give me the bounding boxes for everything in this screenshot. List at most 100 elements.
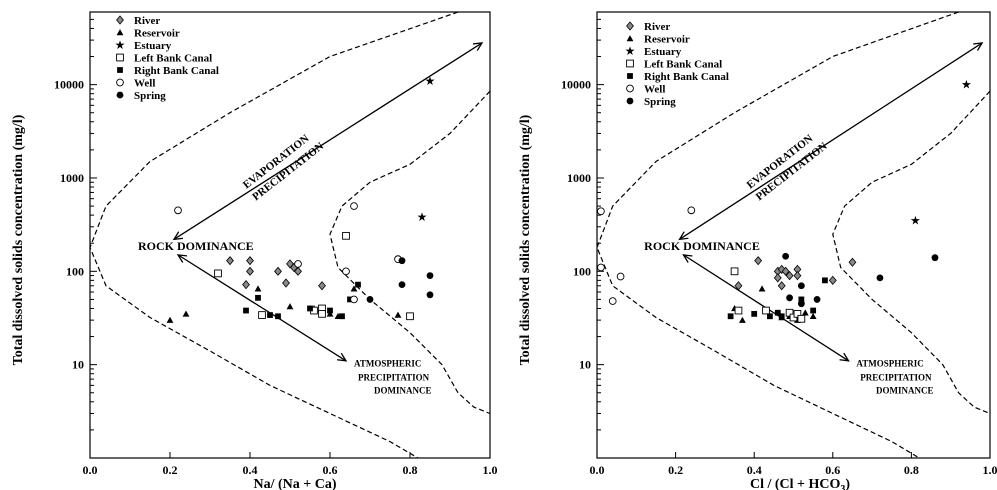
- data-point: ★: [425, 74, 436, 88]
- data-point: [350, 295, 358, 304]
- evaporation-precipitation-arrow: [173, 42, 483, 240]
- legend-marker: ★: [625, 44, 636, 58]
- data-point: [398, 257, 406, 265]
- rock-to-atmospheric-arrow-head: [176, 254, 188, 263]
- data-point: [777, 281, 786, 291]
- data-point: [687, 206, 696, 215]
- data-point: [274, 266, 282, 276]
- data-point: [174, 206, 182, 215]
- x-tick-label: 0.6: [825, 463, 840, 477]
- data-point: [773, 273, 782, 283]
- data-point: [394, 311, 402, 318]
- data-point: [242, 280, 250, 290]
- series-reservoir: [166, 285, 402, 323]
- x-axis-title: Cl / (Cl + HCO3): [750, 477, 850, 490]
- data-point: [246, 256, 254, 266]
- y-tick-label: 100: [573, 264, 591, 278]
- data-point: [767, 313, 773, 320]
- left-gibbs-panel: 10 100 1000 10000 0.0 0.2 0.4 0.6 0.8 1.0 Total di…: [11, 11, 498, 490]
- plot-frame: [89, 11, 491, 459]
- data-point: [327, 307, 333, 314]
- data-point: [734, 306, 743, 315]
- legend-marker: [627, 73, 633, 79]
- x-tick-label: 0.8: [403, 463, 418, 477]
- outer-boundary-curve: [89, 11, 459, 459]
- data-point: [781, 266, 790, 276]
- data-point: [754, 256, 763, 266]
- data-point: [350, 285, 358, 292]
- series-estuary: ★★: [417, 74, 436, 224]
- data-point: [275, 313, 281, 320]
- series-well: [174, 202, 402, 304]
- legend-label: Well: [134, 78, 155, 90]
- rock-to-atmospheric-arrow-head: [682, 254, 693, 263]
- data-point: [797, 300, 805, 308]
- legend-label: Spring: [134, 90, 166, 102]
- x-axis-title-main: Cl / (Cl + HCO: [750, 477, 841, 490]
- data-point: [166, 316, 174, 323]
- data-point: [762, 306, 770, 315]
- inner-boundary-curve: [329, 90, 491, 415]
- data-point: [597, 263, 605, 272]
- data-point: [255, 294, 261, 301]
- data-point: [426, 272, 434, 279]
- x-axis-title-subscript: 3: [840, 484, 845, 490]
- x-axis-title: Na/ (Na + Ca): [253, 477, 336, 490]
- evaporation-precipitation-arrow: [679, 42, 983, 240]
- legend-label: Left Bank Canal: [134, 53, 212, 65]
- data-point: [339, 313, 345, 320]
- data-point: [246, 266, 254, 276]
- data-point: [809, 312, 817, 319]
- data-point: [793, 270, 802, 281]
- series-spring: [366, 257, 434, 303]
- y-tick-label: 1000: [567, 171, 591, 185]
- data-point: [608, 297, 617, 305]
- data-point: [727, 313, 734, 320]
- legend-label: Spring: [644, 96, 676, 108]
- legend-label: Reservoir: [644, 34, 690, 46]
- evaporation-precipitation-arrow-head: [678, 231, 689, 241]
- data-point: [254, 285, 262, 292]
- data-point: [398, 281, 406, 289]
- x-tick-label: 0.0: [590, 463, 605, 477]
- x-tick-label: 0.2: [163, 463, 178, 477]
- data-point: [793, 310, 802, 318]
- data-point: [366, 296, 374, 303]
- data-point: [801, 309, 809, 316]
- legend-marker: [626, 59, 634, 68]
- rock-to-atmospheric-arrow: [177, 254, 347, 362]
- series-spring: [782, 252, 939, 308]
- legend-label: Estuary: [134, 40, 172, 52]
- dominance-label: DOMINANCE: [876, 386, 934, 396]
- series-left-bank-canal: [214, 231, 414, 321]
- data-point: [797, 282, 805, 290]
- y-tick-label: 10: [579, 358, 591, 372]
- right-gibbs-panel: 10 100 1000 10000 0.0 0.2 0.4 0.6 0.8 1.0 Total di…: [518, 11, 997, 490]
- legend-label: Reservoir: [134, 28, 180, 40]
- data-point: [307, 305, 313, 312]
- data-point: [294, 266, 302, 276]
- x-tick-label: 0.8: [904, 463, 919, 477]
- y-tick-label: 10000: [561, 78, 591, 92]
- x-tick-label: 0.0: [83, 463, 98, 477]
- evaporation-precipitation-arrow-head: [973, 42, 984, 51]
- data-point: [318, 281, 326, 291]
- data-point: [782, 252, 790, 260]
- precipitation-dominance-label: PRECIPITATION: [860, 372, 932, 382]
- y-tick-label: 100: [66, 264, 84, 278]
- rock-dominance-label: ROCK DOMINANCE: [138, 239, 254, 253]
- data-point: [797, 314, 806, 323]
- rock-dominance-label: ROCK DOMINANCE: [644, 239, 760, 253]
- data-point: [214, 269, 222, 278]
- data-point: [931, 254, 939, 262]
- legend-marker: [626, 35, 634, 42]
- legend-marker: [626, 97, 634, 105]
- x-axis-title-tail: ): [845, 477, 850, 490]
- legend-marker: [116, 15, 124, 25]
- x-tick-label: 0.4: [747, 463, 762, 477]
- data-point: [342, 231, 350, 240]
- series-left-bank-canal: [730, 267, 806, 323]
